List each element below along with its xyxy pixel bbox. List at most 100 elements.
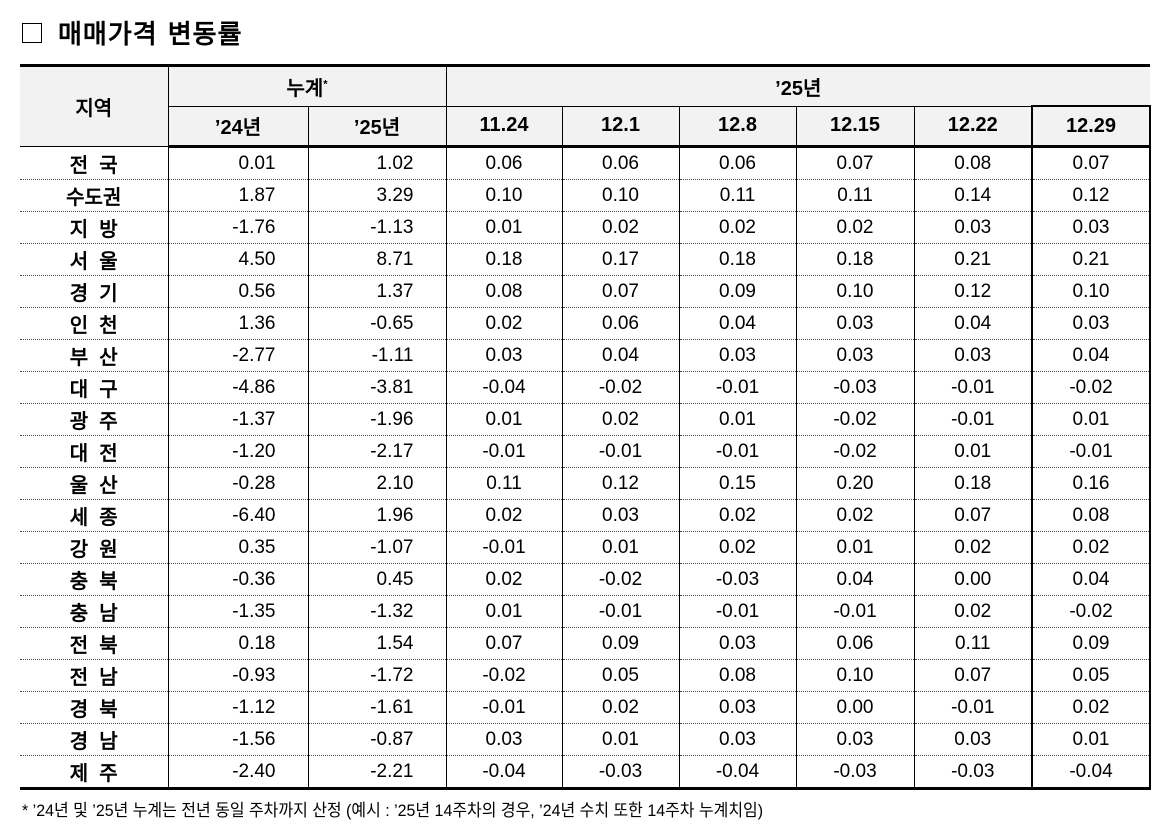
value-cell: -0.03	[913, 755, 1033, 790]
region-cell: 제 주	[20, 755, 169, 790]
value-cell: 2.10	[307, 467, 447, 500]
value-cell: 0.00	[795, 691, 915, 724]
title-text: 매매가격 변동률	[58, 20, 243, 50]
value-cell: 0.01	[1030, 723, 1152, 756]
value-cell: -0.01	[678, 595, 797, 628]
region-cell: 전 국	[20, 146, 169, 180]
value-cell: 0.11	[795, 179, 915, 212]
value-cell: 0.02	[913, 531, 1033, 564]
value-cell: 0.03	[795, 723, 915, 756]
value-cell: 0.04	[1030, 339, 1152, 372]
value-cell: -0.01	[795, 595, 915, 628]
value-cell: -0.01	[678, 435, 797, 468]
value-cell: 0.07	[795, 146, 915, 180]
value-cell: 0.01	[167, 146, 309, 180]
value-cell: -2.40	[167, 755, 309, 790]
value-cell: 0.03	[445, 339, 563, 372]
value-cell: -0.03	[795, 371, 915, 404]
value-cell: 0.07	[913, 499, 1033, 532]
value-cell: 0.03	[913, 211, 1033, 244]
value-cell: -3.81	[307, 371, 447, 404]
value-cell: 0.03	[678, 723, 797, 756]
region-cell: 강 원	[20, 531, 169, 564]
value-cell: -0.04	[678, 755, 797, 790]
value-cell: 0.01	[795, 531, 915, 564]
value-cell: -0.03	[795, 755, 915, 790]
value-cell: 0.02	[795, 499, 915, 532]
value-cell: 0.01	[445, 595, 563, 628]
value-cell: 0.11	[445, 467, 563, 500]
value-cell: 0.16	[1030, 467, 1152, 500]
value-cell: -0.02	[561, 563, 680, 596]
value-cell: -1.32	[307, 595, 447, 628]
value-cell: 0.12	[913, 275, 1033, 308]
value-cell: -0.04	[445, 755, 563, 790]
value-cell: 1.87	[167, 179, 309, 212]
value-cell: 0.03	[795, 307, 915, 340]
value-cell: 0.15	[678, 467, 797, 500]
section-title: 매매가격 변동률	[22, 14, 243, 51]
value-cell: -0.87	[307, 723, 447, 756]
value-cell: -0.01	[445, 691, 563, 724]
value-cell: 0.02	[561, 403, 680, 436]
value-cell: 0.21	[913, 243, 1033, 276]
table-row: 강 원 0.35 -1.07 -0.01 0.01 0.02 0.01 0.02 0.02	[20, 531, 1152, 564]
region-cell: 경 남	[20, 723, 169, 756]
value-cell: 0.02	[445, 563, 563, 596]
value-cell: 0.35	[167, 531, 309, 564]
value-cell: 0.10	[795, 275, 915, 308]
value-cell: 0.10	[795, 659, 915, 692]
value-cell: 0.09	[678, 275, 797, 308]
value-cell: 0.01	[445, 211, 563, 244]
column-header: ’25년	[307, 105, 447, 148]
column-header: 12.1	[561, 105, 680, 148]
value-cell: 1.96	[307, 499, 447, 532]
value-cell: 0.03	[678, 627, 797, 660]
value-cell: 0.02	[678, 211, 797, 244]
value-cell: 0.18	[167, 627, 309, 660]
value-cell: -1.20	[167, 435, 309, 468]
value-cell: 0.12	[1030, 179, 1152, 212]
value-cell: 0.10	[561, 179, 680, 212]
value-cell: -0.01	[678, 371, 797, 404]
value-cell: 0.03	[1030, 307, 1152, 340]
value-cell: -0.01	[445, 435, 563, 468]
value-cell: -0.04	[445, 371, 563, 404]
value-cell: -0.03	[678, 563, 797, 596]
value-cell: 0.06	[561, 146, 680, 180]
footnote: * ’24년 및 ’25년 누계는 전년 동일 주차까지 산정 (예시 : ’2…	[22, 801, 764, 820]
value-cell: -1.76	[167, 211, 309, 244]
value-cell: 0.12	[561, 467, 680, 500]
table-row: 경 북 -1.12 -1.61 -0.01 0.02 0.03 0.00 -0.01 0.02	[20, 691, 1152, 724]
value-cell: 0.18	[678, 243, 797, 276]
value-cell: 0.03	[561, 499, 680, 532]
value-cell: 0.01	[561, 723, 680, 756]
value-cell: 0.09	[1030, 627, 1152, 660]
table-row: 광 주 -1.37 -1.96 0.01 0.02 0.01 -0.02 -0.01 0.01	[20, 403, 1152, 436]
table-row: 울 산 -0.28 2.10 0.11 0.12 0.15 0.20 0.18 0.16	[20, 467, 1152, 500]
value-cell: 0.10	[445, 179, 563, 212]
value-cell: 0.01	[913, 435, 1033, 468]
value-cell: 0.07	[1030, 146, 1152, 180]
table-row: 전 국 0.01 1.02 0.06 0.06 0.06 0.07 0.08 0.07	[20, 146, 1152, 180]
value-cell: 0.07	[445, 627, 563, 660]
value-cell: 0.11	[678, 179, 797, 212]
value-cell: 0.08	[445, 275, 563, 308]
checkbox-square-icon	[22, 22, 42, 43]
value-cell: 0.08	[913, 146, 1033, 180]
table-row: 지 방 -1.76 -1.13 0.01 0.02 0.02 0.02 0.03 0.03	[20, 211, 1152, 244]
table-row: 경 남 -1.56 -0.87 0.03 0.01 0.03 0.03 0.03 0.01	[20, 723, 1152, 756]
value-cell: 0.02	[561, 211, 680, 244]
table-row: 인 천 1.36 -0.65 0.02 0.06 0.04 0.03 0.04 0.03	[20, 307, 1152, 340]
value-cell: 0.06	[445, 146, 563, 180]
table-row: 전 북 0.18 1.54 0.07 0.09 0.03 0.06 0.11 0.09	[20, 627, 1152, 660]
column-header: 12.8	[678, 105, 797, 148]
value-cell: 0.06	[795, 627, 915, 660]
region-cell: 부 산	[20, 339, 169, 372]
value-cell: 0.04	[678, 307, 797, 340]
region-cell: 전 북	[20, 627, 169, 660]
value-cell: -0.02	[445, 659, 563, 692]
value-cell: 0.18	[913, 467, 1033, 500]
region-cell: 인 천	[20, 307, 169, 340]
value-cell: 4.50	[167, 243, 309, 276]
